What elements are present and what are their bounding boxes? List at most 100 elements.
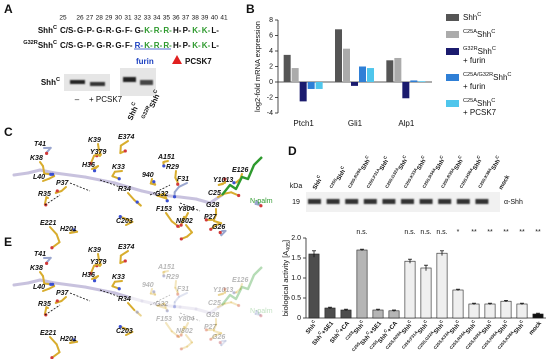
text-part: C: [131, 101, 138, 107]
residue-number: 25: [59, 15, 67, 22]
gel-band: [123, 77, 136, 82]
y-tick-label: 2.0: [291, 235, 301, 242]
side-chain: [43, 196, 48, 206]
bar: [324, 307, 336, 319]
residue: F-: [125, 41, 133, 50]
legend-label: + furin: [463, 82, 485, 91]
significance: **: [535, 229, 541, 236]
residue-number: 36: [172, 15, 180, 22]
text-part: Shh: [312, 178, 323, 191]
residue-label: 940: [142, 282, 154, 289]
blot-band: [475, 199, 489, 204]
bar: [404, 260, 416, 319]
y-tick-label: 0: [297, 315, 301, 322]
side-chain: [156, 304, 166, 309]
atom: [51, 282, 55, 286]
panel-label: E: [4, 235, 12, 249]
text-part: Shh: [472, 158, 483, 171]
error-bar: [312, 250, 316, 258]
blot-lane-label: ShhC: [309, 174, 324, 191]
text-part: C25S;R34A: [421, 167, 437, 189]
residue-label: K38: [30, 155, 43, 162]
atom: [72, 228, 76, 232]
residue-label: H201: [60, 336, 77, 343]
legend-swatch: [446, 100, 459, 107]
side-chain: [43, 306, 48, 316]
side-chain: [186, 231, 193, 238]
x-tick-label: Ptch1: [293, 119, 314, 128]
text-part: Shh: [398, 158, 409, 171]
error-bar: [392, 309, 396, 312]
side-chain: [254, 312, 261, 316]
backbone: [12, 281, 30, 287]
text-part: Shh: [336, 169, 347, 182]
residue-label: G32: [155, 191, 168, 198]
residue-label: T41: [34, 141, 46, 148]
text-part: Shh: [305, 323, 317, 336]
residue-label: K33: [112, 274, 125, 281]
residue-label: K39: [88, 247, 101, 254]
residue-label: K33: [112, 164, 125, 171]
residue-label: C25: [208, 300, 221, 307]
residue-label: H36: [82, 162, 95, 169]
residue-number: 26: [76, 15, 84, 22]
text-part: +SE1: [321, 320, 336, 336]
side-chain: [42, 177, 51, 182]
atom: [55, 299, 59, 303]
text-part: Shh: [478, 47, 492, 56]
residue-label: R34: [118, 186, 131, 193]
text-part: C: [492, 46, 496, 52]
atom: [223, 177, 227, 181]
side-chain: [55, 233, 61, 244]
legend-label: + PCSK7: [463, 108, 497, 117]
bar: [468, 303, 480, 319]
atom: [209, 337, 213, 341]
side-chain: [213, 330, 223, 335]
text-part: C: [422, 319, 428, 325]
side-chain: [49, 336, 58, 346]
text-part: C: [339, 165, 345, 170]
side-chain: [180, 345, 189, 350]
backbone: [98, 178, 117, 185]
atom: [176, 334, 180, 338]
text-part: C: [53, 40, 57, 46]
residue: F-: [125, 26, 133, 35]
text-part: C: [475, 154, 481, 159]
text-part: C: [316, 330, 322, 336]
bar: [394, 57, 402, 82]
atom: [165, 199, 169, 203]
text-part: C: [364, 330, 370, 336]
backbone: [98, 288, 117, 295]
text-part: C: [310, 319, 316, 325]
side-chain: [254, 309, 258, 315]
legend-label: G32RShhC: [463, 46, 496, 56]
residue-number: 28: [96, 15, 104, 22]
side-chain: [209, 333, 218, 341]
atom: [118, 325, 122, 329]
text-part: mock: [498, 174, 511, 191]
side-chain: [113, 280, 123, 283]
gel: [64, 74, 110, 91]
side-chain: [113, 170, 123, 173]
residue: G-: [77, 26, 86, 35]
x-tick-label: C25SShhC+SE1: [350, 318, 383, 355]
side-chain: [220, 339, 227, 347]
bar: [307, 82, 315, 89]
side-chain: [133, 309, 142, 317]
side-chain: [176, 335, 181, 338]
sequence-name: ShhC: [38, 25, 57, 35]
atom: [89, 161, 93, 166]
residue-label: G26: [212, 224, 225, 231]
residue: P-: [87, 26, 95, 35]
side-chain: [42, 275, 46, 285]
text-part: Shh: [477, 30, 491, 39]
side-chain: [219, 341, 223, 347]
bar: [299, 82, 307, 102]
significance: *: [457, 229, 460, 236]
y-tick-label: 6: [269, 32, 273, 39]
residue-label: Y1013: [213, 287, 233, 294]
sequence-name: G32RShhC: [23, 40, 57, 50]
h-bond: [179, 202, 201, 212]
atom: [55, 189, 59, 193]
text-part: Shh: [493, 73, 507, 82]
